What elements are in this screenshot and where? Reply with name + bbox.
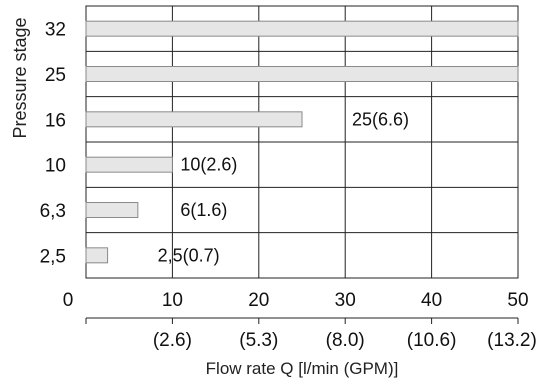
category-label: 10 [45,156,66,177]
x-tick-label: 20 [248,290,269,311]
category-label: 6,3 [40,201,66,222]
bar [85,20,519,37]
secondary-x-tick-label: (10.6) [407,330,457,351]
category-label: 16 [45,110,66,131]
bar [85,202,139,218]
x-tick-label: 0 [63,290,74,311]
x-tick-label: 10 [162,290,183,311]
bar [85,111,303,128]
secondary-x-axis: (2.6) (5.3) (8.0) (10.6) (13.2) [85,317,537,351]
x-axis-title: Flow rate Q [l/min (GPM)] [206,359,399,378]
x-tick-label: 40 [421,290,442,311]
secondary-x-tick-label: (13.2) [487,330,537,351]
x-axis-ticks: 0 10 20 30 40 50 [63,290,529,311]
secondary-x-tick-label: (5.3) [239,330,278,351]
secondary-x-tick-label: (2.6) [153,330,192,351]
secondary-x-tick-label: (8.0) [326,330,365,351]
data-label: 2,5(0.7) [158,245,220,265]
data-label: 10(2.6) [180,155,237,175]
y-axis-title: Pressure stage [10,17,30,138]
category-labels: 32 25 16 10 6,3 2,5 [40,20,66,268]
category-label: 2,5 [40,246,66,267]
bar-series [85,20,519,264]
data-label: 6(1.6) [180,200,227,220]
chart-grid [85,5,519,279]
data-labels: 25(6.6) 10(2.6) 6(1.6) 2,5(0.7) [158,109,409,265]
bar [85,156,173,173]
category-label: 25 [45,65,66,86]
x-tick-label: 50 [507,290,528,311]
x-tick-label: 30 [335,290,356,311]
bar [85,247,109,264]
data-label: 25(6.6) [352,109,409,129]
bar [85,66,519,82]
category-label: 32 [45,20,66,41]
